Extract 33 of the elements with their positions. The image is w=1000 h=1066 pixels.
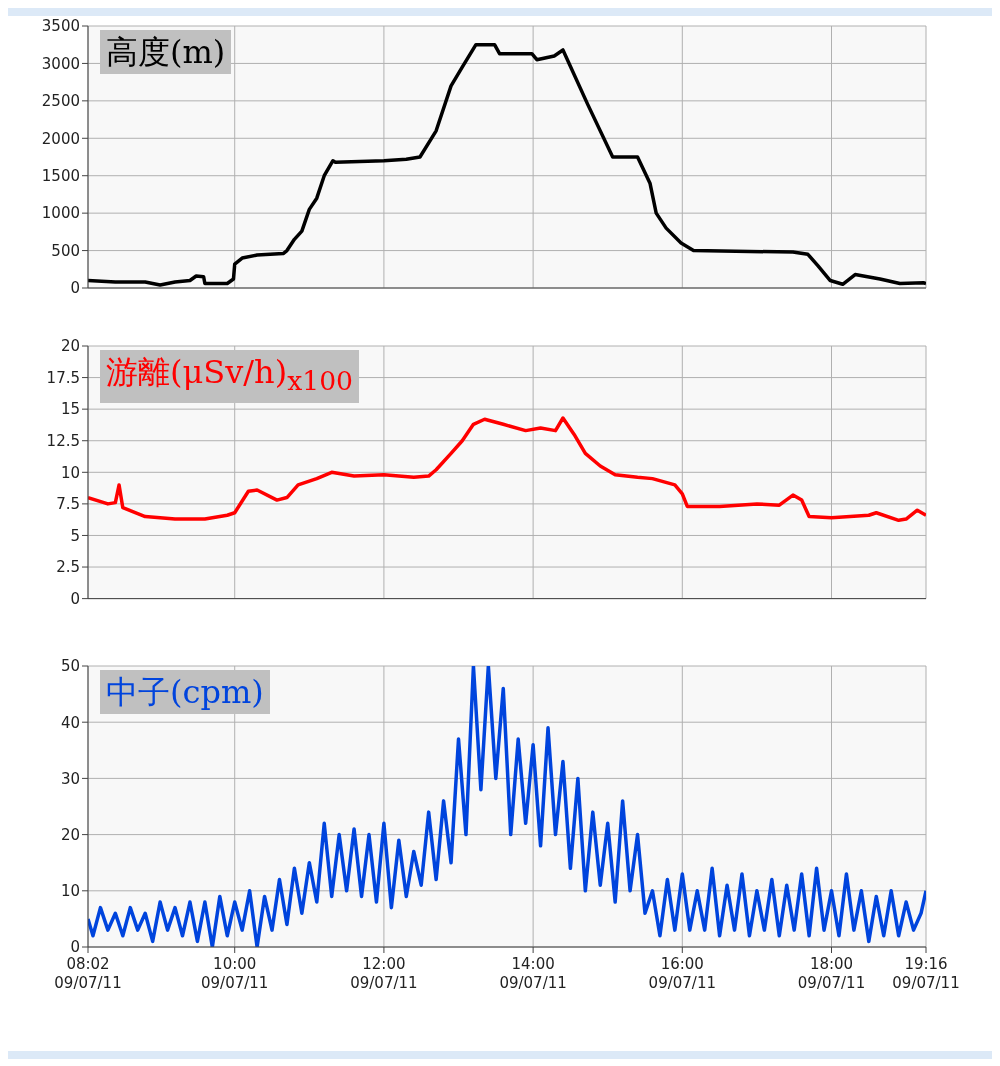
y-tick-label: 0 [70, 279, 80, 298]
text: 中子(cpm) [100, 670, 270, 714]
y-tick-label: 2500 [41, 92, 80, 111]
x-tick-label: 16:00 09/07/11 [648, 955, 716, 992]
y-tick-label: 15 [60, 400, 80, 419]
y-tick-label: 40 [60, 713, 80, 732]
text: 高度(m) [100, 30, 232, 74]
x-tick-label: 14:00 09/07/11 [499, 955, 567, 992]
y-tick-label: 10 [60, 882, 80, 901]
y-tick-label: 2.5 [56, 558, 80, 577]
y-tick-label: 20 [60, 337, 80, 356]
y-tick-label: 20 [60, 825, 80, 844]
y-tick-label: 1500 [41, 167, 80, 186]
y-tick-label: 7.5 [56, 495, 80, 514]
y-tick-label: 30 [60, 769, 80, 788]
y-tick-label: 5 [70, 526, 80, 545]
y-tick-label: 3000 [41, 54, 80, 73]
y-tick-label: 10 [60, 463, 80, 482]
y-tick-label: 0 [70, 589, 80, 608]
y-tick-label: 500 [51, 241, 80, 260]
y-tick-label: 3500 [41, 17, 80, 36]
x-tick-label: 10:00 09/07/11 [201, 955, 269, 992]
y-tick-label: 12.5 [46, 432, 80, 451]
x-tick-label: 08:02 09/07/11 [54, 955, 122, 992]
y-tick-label: 50 [60, 657, 80, 676]
y-tick-label: 2000 [41, 129, 80, 148]
x-tick-label: 18:00 09/07/11 [797, 955, 866, 992]
text: 游離(μSv/h)$_{x100}$ [100, 350, 360, 404]
y-tick-label: 17.5 [46, 368, 80, 387]
y-tick-label: 0 [70, 938, 80, 957]
x-tick-label: 12:00 09/07/11 [350, 955, 418, 992]
x-tick-label: 19:16 09/07/11 [892, 955, 960, 992]
y-tick-label: 1000 [41, 204, 80, 223]
